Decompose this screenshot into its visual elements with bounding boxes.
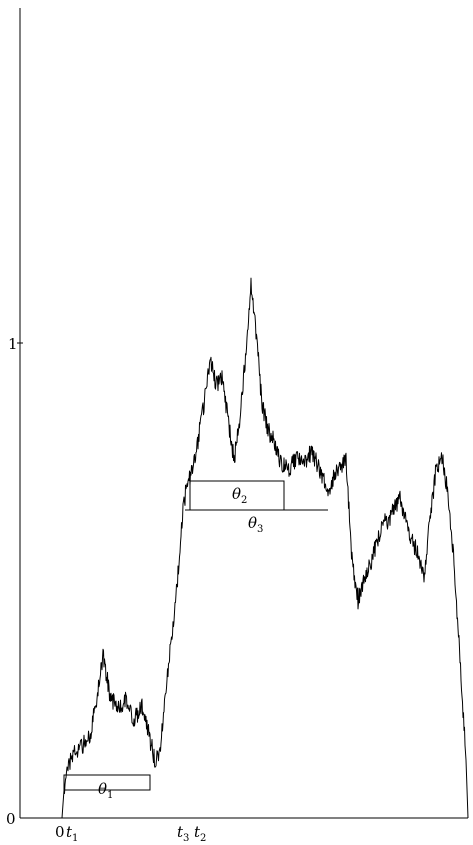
- excursion-box-theta-3: θ3: [185, 509, 328, 535]
- excursion-label-theta-2: θ2: [232, 485, 247, 506]
- y-tick-label-0: 0: [6, 810, 16, 828]
- excursion-box-theta-1-outline: [63, 774, 151, 791]
- excursion-box-theta-2-outline: [189, 480, 285, 510]
- excursion-label-theta-3: θ3: [248, 514, 263, 535]
- excursion-label-theta-1: θ1: [98, 780, 113, 801]
- y-tick-label-1: 1: [8, 335, 18, 353]
- time-mark-t1: t1: [66, 823, 78, 844]
- x-origin-label: 0: [55, 823, 65, 841]
- time-mark-t2: t2: [194, 823, 206, 844]
- random-path: [61, 277, 469, 819]
- time-mark-t3: t3: [177, 823, 189, 844]
- excursion-box-theta-2: θ2: [189, 480, 285, 510]
- excursion-box-theta-1: θ1: [63, 774, 151, 801]
